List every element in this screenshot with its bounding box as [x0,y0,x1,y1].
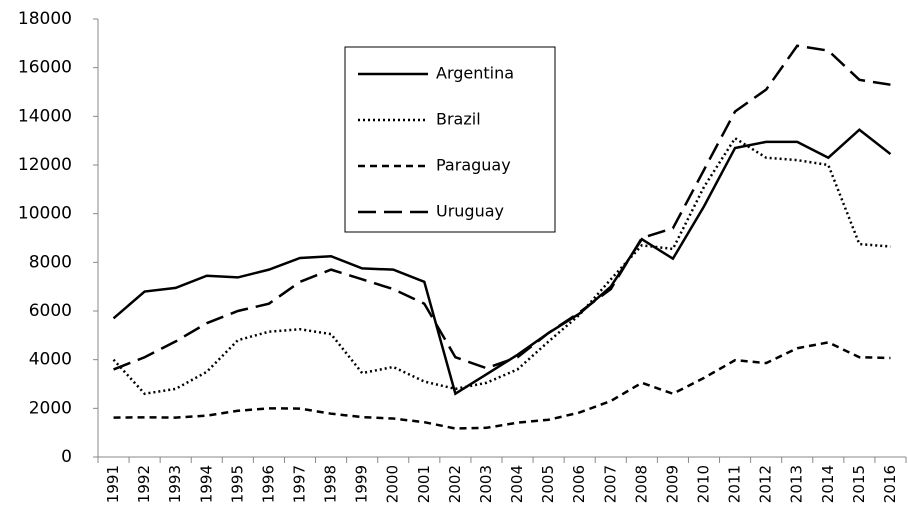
x-tick-label: 1999 [353,465,371,503]
y-tick-label: 16000 [18,58,72,78]
y-tick-label: 8000 [29,252,72,272]
series-line [112,128,892,396]
series-line [112,136,891,396]
x-tick-label: 2005 [539,465,557,503]
x-tick-label: 2008 [632,465,650,503]
x-tick-label: 2009 [663,465,681,503]
y-tick-label: 6000 [29,301,72,321]
x-tick-label: 1996 [259,465,277,503]
x-tick-label: 1995 [228,465,246,503]
x-tick-label: 2016 [881,465,899,503]
x-tick-label: 2015 [850,465,868,503]
x-tick-label: 2012 [757,465,775,503]
x-tick-label: 2014 [819,465,837,503]
x-tick-label: 2000 [384,465,402,503]
x-tick-label: 2002 [446,465,464,503]
x-tick-label: 1991 [104,465,122,503]
y-tick-label: 10000 [18,204,72,224]
x-tick-label: 2001 [415,465,433,503]
x-tick-label: 2013 [788,465,806,503]
legend-box [344,46,556,233]
legend-label: Brazil [436,110,481,129]
y-tick-label: 2000 [29,398,72,418]
x-tick-label: 2011 [726,465,744,503]
x-tick-label: 1994 [197,465,215,503]
series-line [113,341,891,430]
x-tick-label: 2006 [570,465,588,503]
legend-label: Argentina [436,64,514,83]
y-tick-label: 4000 [29,350,72,370]
x-tick-label: 2010 [695,465,713,503]
x-tick-label: 2004 [508,465,526,503]
x-tick-label: 1998 [322,465,340,503]
legend-label: Uruguay [436,202,504,221]
x-tick-label: 2003 [477,465,495,503]
x-tick-label: 1992 [135,465,153,503]
y-tick-label: 14000 [18,106,72,126]
legend-label: Paraguay [436,156,511,175]
y-tick-label: 0 [61,447,72,467]
x-tick-label: 1997 [291,465,309,503]
y-tick-label: 12000 [18,155,72,175]
series-line [113,44,891,371]
x-tick-label: 2007 [601,465,619,503]
y-tick-label: 18000 [18,9,72,29]
x-tick-label: 1993 [166,465,184,503]
